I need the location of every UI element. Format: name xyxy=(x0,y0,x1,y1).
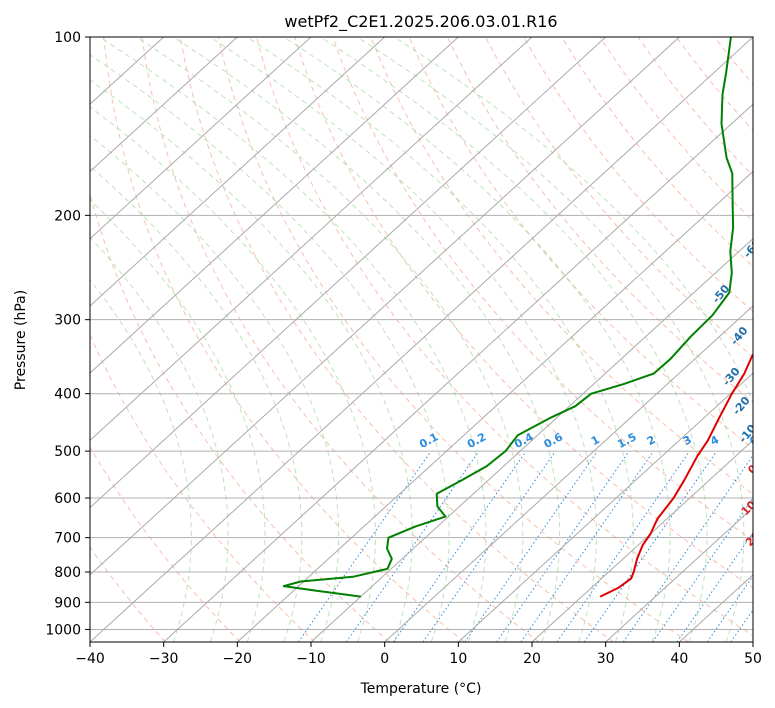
dry-adiabat-line xyxy=(103,37,465,642)
isotherm-line xyxy=(236,170,753,642)
moist-adiabat-line xyxy=(90,199,266,642)
x-tick-label: −30 xyxy=(149,651,179,667)
x-tick-label: 50 xyxy=(744,651,762,667)
plot-frame xyxy=(89,36,754,643)
x-tick-label: 10 xyxy=(449,651,467,667)
isotherm-line xyxy=(605,506,753,642)
y-tick-label: 700 xyxy=(54,531,81,547)
y-tick-label: 500 xyxy=(54,444,81,460)
x-tick-label: −40 xyxy=(75,651,105,667)
x-tick-label: 20 xyxy=(523,651,541,667)
mixing-ratio-line xyxy=(345,450,480,642)
isotherm-line xyxy=(90,37,386,307)
mixing-ratio-line xyxy=(706,575,753,642)
dry-adiabat-line xyxy=(90,333,316,642)
mixing-ratio-line xyxy=(622,454,753,642)
profile-lines xyxy=(282,37,753,598)
dry-adiabat-line xyxy=(90,445,241,642)
y-tick-label: 800 xyxy=(54,565,81,581)
mixing-ratio-line xyxy=(556,450,691,642)
y-tick-label: 1000 xyxy=(45,622,81,638)
isotherm-line xyxy=(310,237,753,642)
moist-adiabat-line xyxy=(394,37,753,404)
moist-adiabat-line xyxy=(136,37,524,642)
isotherm-line xyxy=(90,37,533,442)
background-lines xyxy=(90,37,753,642)
moist-adiabat-line xyxy=(357,37,745,642)
dry-adiabat-line xyxy=(256,37,753,637)
moist-adiabat-line xyxy=(99,37,487,642)
isotherm-line xyxy=(384,305,753,642)
moist-adiabat-line xyxy=(283,37,671,642)
mixing-ratio-line xyxy=(652,496,753,642)
x-axis-label: Temperature (°C) xyxy=(360,681,482,697)
moist-adiabat-line xyxy=(320,37,708,642)
isotherm-line xyxy=(90,37,459,374)
x-axis: −40 −30 −20 −10 0 10 20 30 40 50 xyxy=(75,642,762,667)
moist-adiabat-line xyxy=(90,134,340,642)
moist-adiabat-line xyxy=(173,37,561,642)
x-tick-label: −10 xyxy=(296,651,326,667)
y-tick-label: 600 xyxy=(54,491,81,507)
moist-adiabat-label: 0 xyxy=(745,462,760,477)
y-axis-label: Pressure (hPa) xyxy=(13,290,29,390)
x-tick-label: 30 xyxy=(597,651,615,667)
mixing-ratio-line xyxy=(422,450,557,642)
moist-adiabat-line xyxy=(246,37,634,642)
mixing-ratio-line xyxy=(464,450,598,642)
y-tick-label: 400 xyxy=(54,387,81,403)
moist-adiabat-line xyxy=(209,37,597,642)
x-tick-label: 40 xyxy=(670,651,688,667)
dry-adiabat-line xyxy=(141,37,540,642)
isotherm-line xyxy=(163,103,753,642)
dry-adiabat-line xyxy=(370,37,753,495)
mixing-ratio-line xyxy=(583,450,718,642)
mixing-ratio-line xyxy=(392,450,527,642)
isotherm-line xyxy=(90,37,238,173)
dry-adiabat-line xyxy=(90,546,166,642)
dewpoint-profile xyxy=(282,37,735,598)
x-tick-label: 0 xyxy=(380,651,389,667)
mixing-ratio-line xyxy=(676,531,753,642)
moist-adiabat-line xyxy=(90,54,450,642)
chart-title: wetPf2_C2E1.2025.206.03.01.R16 xyxy=(284,12,557,32)
skewed-isotherms xyxy=(90,37,753,642)
mixing-ratio-line xyxy=(730,609,753,642)
isotherm-line xyxy=(531,439,753,642)
mixing-ratio-line xyxy=(297,450,432,642)
dry-adiabat-line xyxy=(217,37,689,642)
moist-adiabat-line xyxy=(90,236,229,642)
isotherm-line xyxy=(457,372,753,642)
y-tick-label: 100 xyxy=(54,30,81,46)
moist-adiabat-label: 20 xyxy=(743,529,763,549)
temperature-profile xyxy=(599,353,753,598)
grid-lines xyxy=(90,37,753,630)
moist-adiabat-line xyxy=(90,165,303,642)
mixing-ratio-line xyxy=(496,450,630,642)
moist-adiabat-line xyxy=(90,106,376,642)
y-axis: 100 200 300 400 500 600 700 800 900 1000 xyxy=(45,30,90,638)
moist-adiabat-line xyxy=(90,79,413,642)
isotherm-line xyxy=(90,37,680,576)
isotherm-line xyxy=(90,37,312,240)
isotherm-line xyxy=(90,37,607,509)
moist-adiabat-line xyxy=(90,279,192,642)
mixing-ratio-label: 6 xyxy=(747,433,760,448)
isotherm-line xyxy=(90,37,753,642)
dry-adiabat-line xyxy=(446,37,753,403)
y-tick-label: 900 xyxy=(54,595,81,611)
mixing-ratio-line xyxy=(520,450,654,642)
y-tick-label: 300 xyxy=(54,313,81,329)
y-tick-label: 200 xyxy=(54,208,81,224)
x-tick-label: −20 xyxy=(223,651,253,667)
